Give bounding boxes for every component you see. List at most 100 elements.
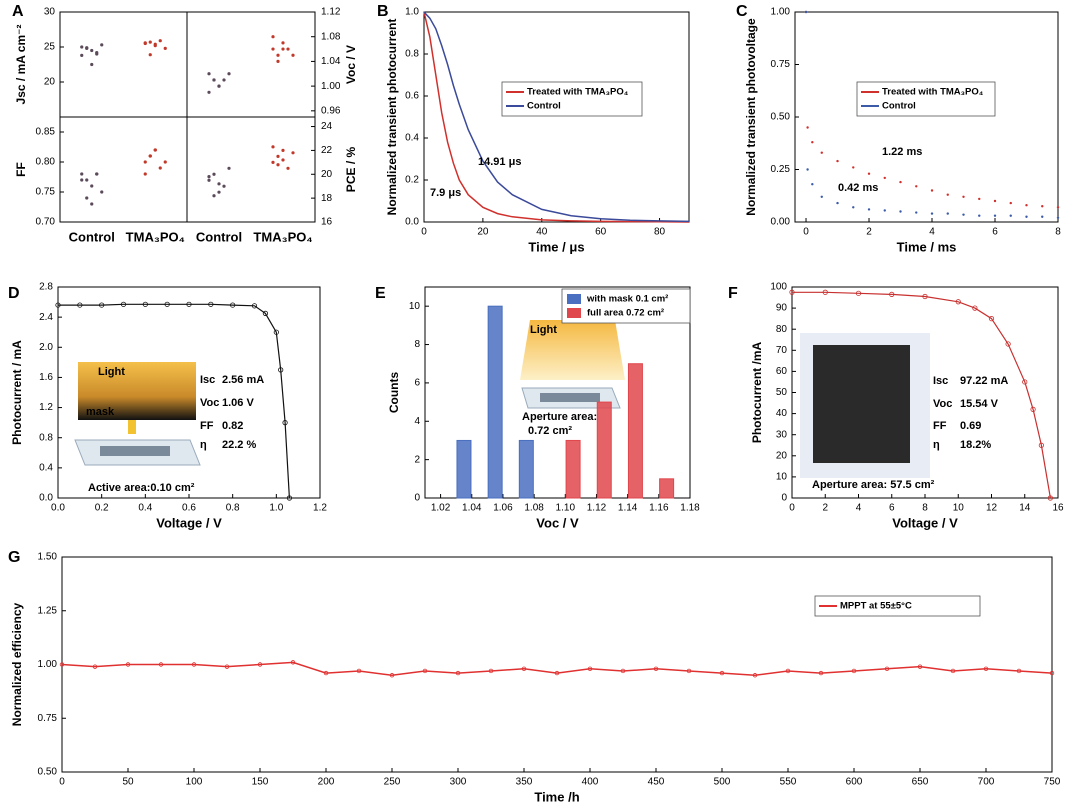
data-point — [227, 72, 231, 76]
legend-box — [561, 288, 691, 324]
data-point — [1041, 215, 1044, 218]
data-marker — [521, 666, 527, 671]
x-tick-label: 200 — [318, 777, 335, 788]
annotation: 1.22 ms — [882, 146, 922, 158]
annotation: 18.2% — [960, 439, 991, 451]
data-marker — [851, 668, 857, 674]
bar — [565, 439, 581, 499]
y-tick-label: 1.50 — [38, 552, 58, 563]
x-tick-label: 550 — [780, 777, 797, 788]
annotation: Active area:0.10 cm² — [88, 482, 195, 494]
data-marker — [286, 495, 293, 501]
y-axis-title: Counts — [387, 372, 401, 414]
x-tick-label: 50 — [122, 777, 134, 788]
plot-frame — [59, 11, 188, 118]
y-tick-label: 0.0 — [39, 493, 53, 504]
data-point — [978, 214, 981, 217]
x-tick-label: 1.0 — [269, 503, 283, 514]
annotation: Light — [98, 366, 125, 378]
y-tick-label: 2 — [414, 454, 420, 465]
x-tick-label: 1.02 — [431, 503, 451, 514]
data-marker — [972, 305, 978, 311]
annotation: 15.54 V — [960, 398, 999, 410]
y-tick-label: 20 — [44, 77, 56, 88]
plot-frame — [61, 556, 1053, 773]
data-marker — [587, 666, 593, 671]
data-point — [148, 40, 152, 44]
panel-label: A — [12, 3, 24, 20]
y-tick-label: 0.0 — [405, 217, 419, 228]
plot-frame — [424, 286, 691, 499]
data-point — [1009, 201, 1012, 205]
annotation: FF — [933, 420, 947, 432]
data-point — [852, 166, 855, 169]
x-tick-label: 6 — [889, 503, 895, 514]
y-tick-label: 6 — [414, 378, 420, 389]
inset-e — [520, 320, 625, 409]
panel-label: B — [377, 3, 389, 20]
x-tick-label: 650 — [912, 777, 929, 788]
annotation: 0.82 — [222, 420, 243, 432]
data-point — [276, 59, 280, 64]
y-tick-label: 22 — [321, 145, 333, 156]
panel-label: E — [375, 285, 386, 302]
x-axis-title: Voltage / V — [156, 515, 222, 530]
data-marker — [455, 670, 461, 676]
data-line — [792, 291, 1051, 499]
data-point — [1009, 214, 1012, 217]
annotation: mask — [86, 406, 115, 418]
y-tick-label: 1.04 — [321, 56, 341, 67]
data-marker — [278, 367, 284, 373]
data-point — [993, 214, 997, 217]
data-marker — [257, 662, 263, 667]
data-marker — [282, 420, 288, 426]
data-point — [222, 78, 226, 82]
y-tick-label: 1.2 — [39, 402, 53, 413]
y-tick-label: 0.4 — [39, 462, 53, 473]
y-tick-label: 1.08 — [321, 31, 341, 42]
x-tick-label: 6 — [992, 227, 998, 238]
data-marker — [855, 290, 862, 296]
annotation: 97.22 mA — [960, 375, 1008, 387]
y-tick-label: 16 — [321, 217, 333, 228]
y-tick-label: 1.0 — [405, 7, 419, 18]
y-tick-label: 0.6 — [405, 91, 419, 102]
data-marker — [230, 302, 236, 308]
y-tick-label: 0.00 — [771, 217, 791, 228]
data-marker — [99, 302, 105, 308]
annotation: η — [200, 439, 207, 451]
y-tick-label: 30 — [776, 429, 788, 440]
data-point — [867, 172, 871, 175]
data-point — [100, 190, 104, 194]
legend-label: MPPT at 55±5°C — [840, 601, 912, 612]
data-point — [217, 84, 221, 88]
data-point — [281, 47, 285, 51]
data-marker — [422, 668, 428, 674]
legend-label: Control — [882, 101, 916, 112]
x-tick-label: Control — [69, 229, 115, 244]
y-tick-label: 100 — [770, 282, 787, 293]
data-line — [61, 661, 1053, 677]
y-tick-label: 0.75 — [771, 59, 791, 70]
data-point — [276, 154, 280, 158]
data-point — [993, 199, 997, 203]
data-point — [90, 184, 94, 188]
x-tick-label: 1.14 — [618, 503, 638, 514]
legend-label: full area 0.72 cm² — [587, 308, 664, 319]
data-point — [85, 178, 89, 182]
x-tick-label: 0.6 — [182, 503, 196, 514]
x-tick-label: 750 — [1044, 777, 1061, 788]
data-point — [222, 184, 226, 188]
data-point — [883, 176, 886, 180]
data-point — [804, 10, 808, 14]
data-marker — [77, 302, 83, 308]
y-tick-label: 8 — [414, 339, 420, 350]
y-tick-label: 10 — [409, 301, 421, 312]
x-tick-label: 0 — [803, 227, 809, 238]
y-axis-title: Photocurrent / mA — [10, 340, 24, 445]
y-tick-label: 70 — [776, 345, 788, 356]
y-tick-label: 90 — [776, 303, 788, 314]
x-tick-label: 4 — [929, 227, 935, 238]
data-point — [80, 53, 84, 58]
x-tick-label: 450 — [648, 777, 665, 788]
